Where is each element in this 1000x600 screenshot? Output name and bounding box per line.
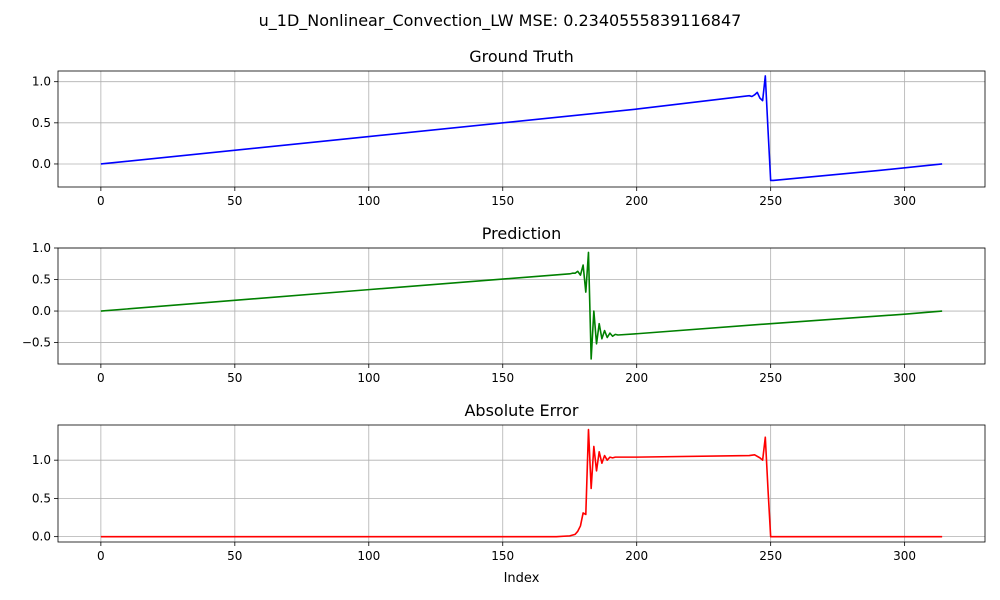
x-tick-label: 200 — [625, 549, 648, 563]
x-tick-label: 150 — [491, 194, 514, 208]
x-tick-label: 0 — [97, 371, 105, 385]
plot-frame — [57, 70, 986, 188]
subplot-title: Absolute Error — [464, 401, 578, 420]
series-line — [100, 251, 943, 360]
y-tick-label: 0.0 — [32, 530, 51, 544]
x-tick-label: 300 — [893, 194, 916, 208]
y-tick-label: 1.0 — [32, 453, 51, 467]
series-line — [100, 428, 943, 538]
x-tick-label: 100 — [357, 549, 380, 563]
x-tick-label: 50 — [227, 549, 242, 563]
subplot-title: Prediction — [482, 224, 561, 243]
x-tick-label: 300 — [893, 371, 916, 385]
subplot-3: 0 50 100 150 200 250 300 0.0 0.5 1.0 Absolute Erro… — [32, 401, 986, 586]
subplot-title: Ground Truth — [469, 47, 574, 66]
y-tick-label: 1.0 — [32, 75, 51, 89]
figure-title: u_1D_Nonlinear_Convection_LW MSE: 0.2340… — [259, 11, 742, 31]
x-tick-label: 0 — [97, 549, 105, 563]
y-tick-label: 0.5 — [32, 491, 51, 505]
x-tick-label: 300 — [893, 549, 916, 563]
x-tick-label: 100 — [357, 194, 380, 208]
x-tick-label: 50 — [227, 194, 242, 208]
x-tick-label: 100 — [357, 371, 380, 385]
subplot-1: 0 50 100 150 200 250 300 0.0 0.5 1.0 Ground Truth — [32, 47, 986, 208]
plot-frame — [57, 424, 986, 543]
x-tick-label: 250 — [759, 549, 782, 563]
x-tick-label: 150 — [491, 371, 514, 385]
x-tick-label: 150 — [491, 549, 514, 563]
y-tick-label: 1.0 — [32, 241, 51, 255]
y-tick-label: 0.5 — [32, 116, 51, 130]
x-tick-label: 0 — [97, 194, 105, 208]
y-tick-label: 0.5 — [32, 273, 51, 287]
x-tick-label: 50 — [227, 371, 242, 385]
y-tick-label: 0.0 — [32, 157, 51, 171]
subplot-2: 0 50 100 150 200 250 300 −0.5 0.0 0.5 1.0 Predictio… — [22, 224, 986, 385]
y-tick-label: 0.0 — [32, 304, 51, 318]
x-axis-label: Index — [504, 571, 540, 586]
x-tick-label: 250 — [759, 194, 782, 208]
plot-frame — [57, 247, 986, 365]
y-tick-label: −0.5 — [22, 336, 51, 350]
x-tick-label: 200 — [625, 194, 648, 208]
x-tick-label: 250 — [759, 371, 782, 385]
series-line — [100, 75, 943, 182]
x-tick-label: 200 — [625, 371, 648, 385]
